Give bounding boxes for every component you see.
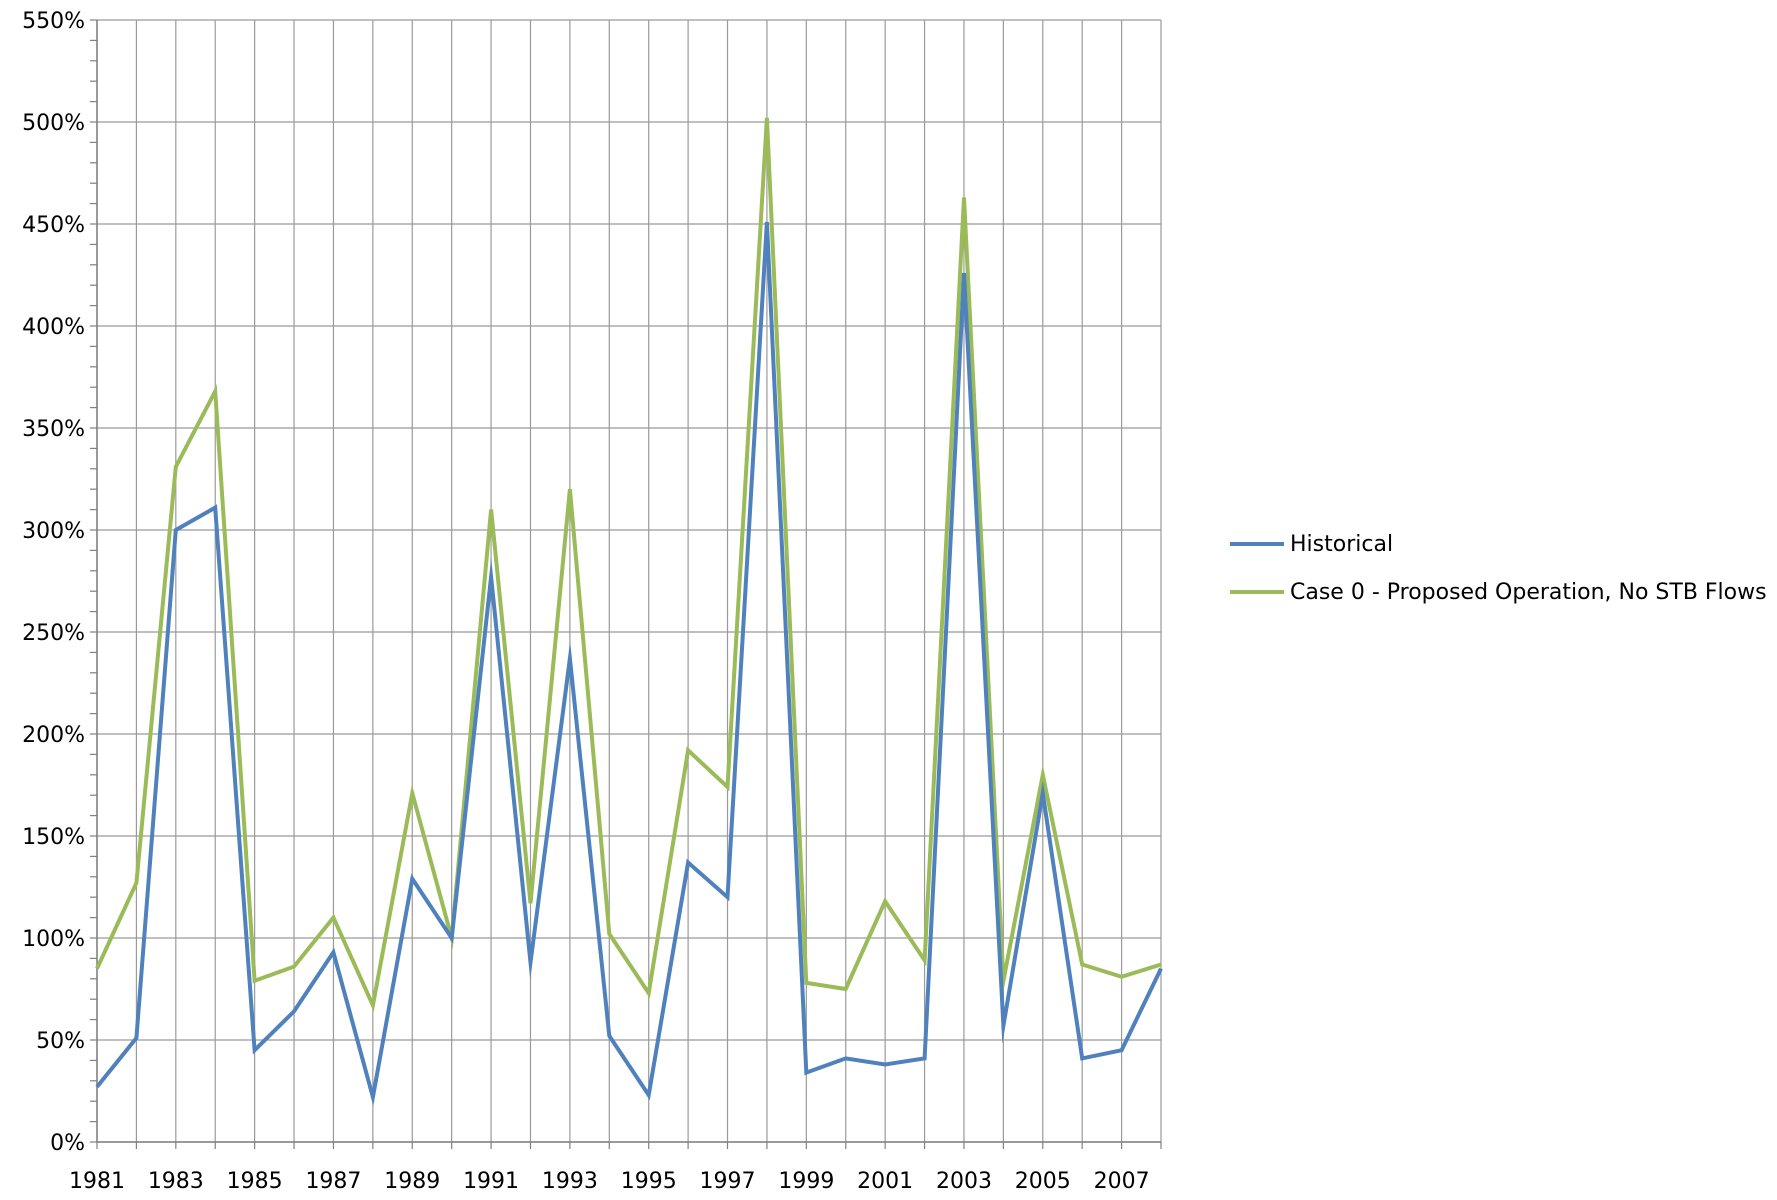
x-tick-label: 1983: [148, 1169, 204, 1194]
x-tick-labels: 1981 1983 1985 1987 1989 1991 1993 1995 1997 1999…: [69, 1169, 1150, 1194]
y-tick-label: 50%: [36, 1029, 85, 1054]
y-tick-labels: 0% 50% 100% 150% 200% 250% 300% 350% 400% 450% 500…: [22, 9, 85, 1156]
x-tick-label: 2007: [1094, 1169, 1150, 1194]
y-tick-label: 350%: [22, 417, 85, 442]
x-tick-label: 1993: [542, 1169, 598, 1194]
y-tick-label: 100%: [22, 927, 85, 952]
y-tick-label: 250%: [22, 621, 85, 646]
axes: [90, 19, 1162, 1149]
x-tick-label: 1999: [778, 1169, 834, 1194]
x-tick-label: 1981: [69, 1169, 125, 1194]
y-tick-label: 150%: [22, 825, 85, 850]
y-tick-label: 200%: [22, 723, 85, 748]
y-tick-label: 550%: [22, 9, 85, 34]
y-tick-label: 300%: [22, 519, 85, 544]
x-tick-label: 2003: [936, 1169, 992, 1194]
x-tick-label: 1985: [227, 1169, 283, 1194]
x-tick-label: 1989: [384, 1169, 440, 1194]
legend-swatch-case0: [1230, 590, 1284, 594]
gridlines: [96, 19, 1162, 1143]
series-lines: [95, 117, 1163, 1107]
x-tick-label: 2005: [1015, 1169, 1071, 1194]
y-tick-label: 400%: [22, 315, 85, 340]
series-line-historical: [95, 221, 1163, 1107]
series-line-case0: [95, 117, 1162, 1012]
y-tick-label: 0%: [50, 1131, 85, 1156]
y-tick-label: 450%: [22, 213, 85, 238]
y-tick-label: 500%: [22, 111, 85, 136]
legend-label-historical: Historical: [1290, 531, 1394, 557]
legend-swatch-historical: [1230, 542, 1284, 546]
x-tick-label: 1997: [700, 1169, 756, 1194]
legend: Historical Case 0 - Proposed Operation, …: [1230, 520, 1767, 616]
legend-item-case0: Case 0 - Proposed Operation, No STB Flow…: [1230, 568, 1767, 616]
legend-item-historical: Historical: [1230, 520, 1767, 568]
x-tick-label: 1987: [305, 1169, 361, 1194]
x-tick-label: 1995: [621, 1169, 677, 1194]
legend-label-case0: Case 0 - Proposed Operation, No STB Flow…: [1290, 579, 1767, 605]
x-tick-label: 1991: [463, 1169, 519, 1194]
x-tick-label: 2001: [857, 1169, 913, 1194]
